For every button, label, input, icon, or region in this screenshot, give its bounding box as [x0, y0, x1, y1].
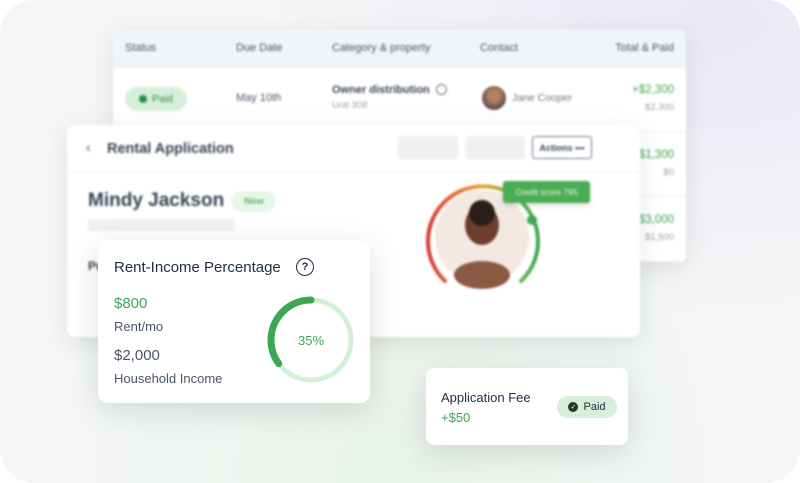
- percent-label: 35%: [297, 333, 325, 348]
- check-circle-icon: ✓: [568, 402, 579, 412]
- paid: $0: [663, 167, 674, 178]
- status-badge: Paid: [125, 87, 187, 111]
- actions-button[interactable]: Actions •••: [532, 136, 592, 159]
- income-amount: $2,000: [114, 347, 160, 364]
- due-date: May 10th: [236, 92, 282, 104]
- total: $3,000: [638, 214, 674, 226]
- application-fee-card: Application Fee +$50 ✓ Paid: [426, 368, 628, 445]
- paid-text: Paid: [583, 401, 606, 413]
- info-circle-icon: [436, 84, 447, 95]
- header-due-date: Due Date: [236, 42, 283, 54]
- header-category: Category & property: [332, 42, 431, 54]
- table-header: Status Due Date Category & property Cont…: [113, 30, 686, 67]
- total: $1,300: [638, 149, 674, 161]
- fee-amount: +$50: [441, 410, 471, 425]
- back-chevron-icon[interactable]: ‹: [86, 139, 91, 155]
- help-icon[interactable]: ?: [296, 258, 314, 276]
- applicant-name: Mindy Jackson: [88, 190, 225, 211]
- income-label: Household Income: [114, 371, 223, 386]
- rent-income-title: Rent-Income Percentage: [114, 259, 281, 276]
- rent-label: Rent/mo: [114, 319, 164, 334]
- header-contact: Contact: [480, 42, 518, 54]
- percentage-donut: [267, 296, 355, 384]
- new-badge: New: [232, 191, 276, 212]
- credit-score-badge: Credit score 795: [503, 181, 590, 203]
- rent-income-card: Rent-Income Percentage ? $800 Rent/mo $2…: [98, 240, 370, 403]
- avatar: [482, 86, 506, 110]
- section-label: Pr: [88, 259, 101, 273]
- credit-score-gauge: [426, 184, 540, 289]
- category: Owner distribution: [332, 84, 430, 96]
- donut-progress: [267, 296, 355, 384]
- page-title: Rental Application: [107, 141, 234, 157]
- rent-amount: $800: [114, 295, 148, 312]
- paid: $2,300: [644, 102, 674, 113]
- total: +$2,300: [632, 84, 674, 96]
- divider: [67, 172, 640, 173]
- contact-name: Jane Cooper: [512, 92, 573, 104]
- fee-title: Application Fee: [441, 390, 531, 405]
- header-total: Total & Paid: [615, 42, 674, 54]
- placeholder-button[interactable]: [398, 136, 458, 159]
- header-status: Status: [125, 42, 157, 54]
- placeholder-line: [88, 219, 234, 231]
- paid: $1,500: [644, 232, 674, 243]
- placeholder-button[interactable]: [465, 136, 525, 159]
- table-row[interactable]: Paid May 10th Owner distribution Unit 30…: [113, 67, 686, 132]
- paid-badge: ✓ Paid: [557, 396, 617, 418]
- status-text: Paid: [151, 93, 173, 105]
- check-icon: [138, 95, 147, 103]
- unit: Unit 308: [332, 100, 368, 111]
